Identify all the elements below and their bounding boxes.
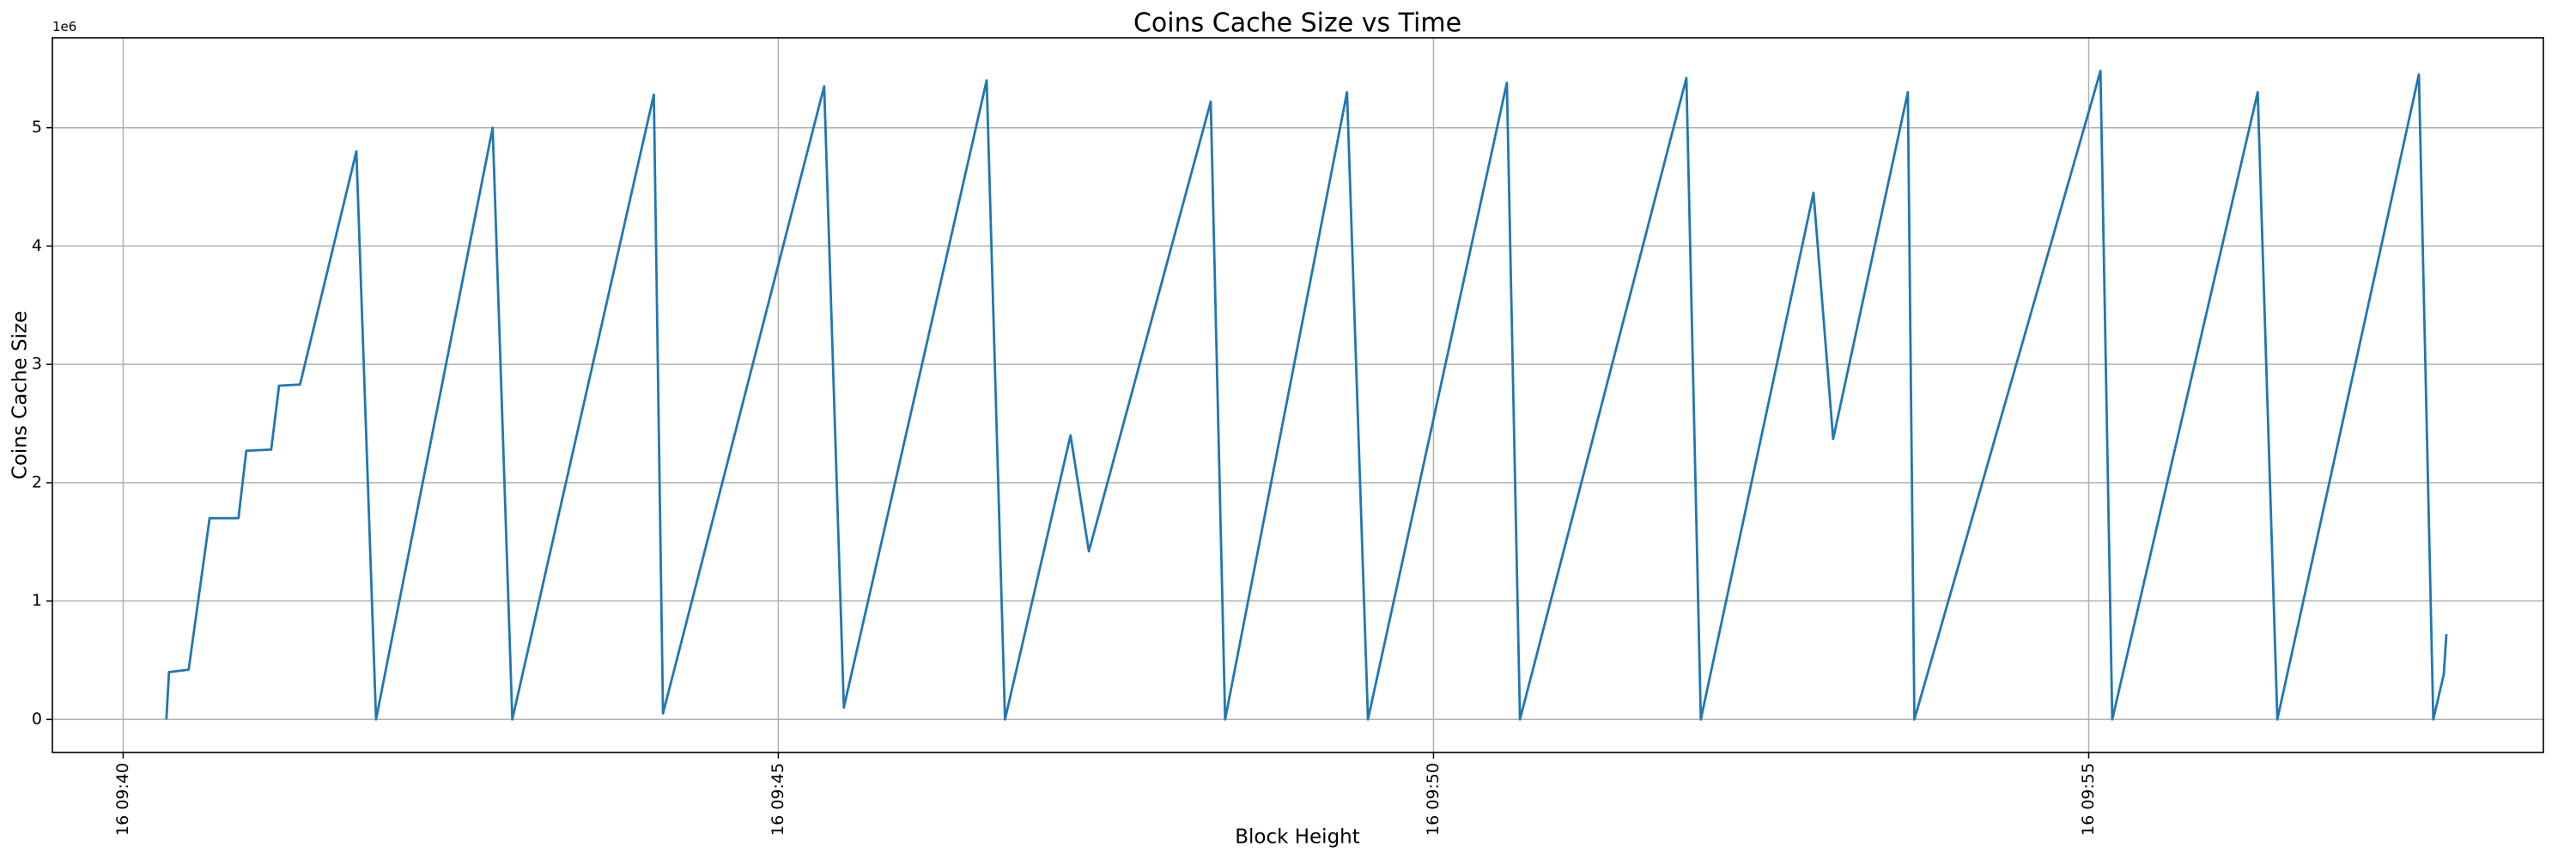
y-tick-label: 2 — [32, 472, 42, 491]
y-tick-label: 5 — [32, 118, 42, 137]
x-tick-label: 16 09:55 — [2079, 763, 2098, 836]
y-tick-label: 4 — [32, 236, 42, 255]
x-tick-label: 16 09:50 — [1424, 763, 1443, 836]
y-tick-label: 3 — [32, 355, 42, 374]
y-tick-label: 1 — [32, 591, 42, 610]
y-axis-label: Coins Cache Size — [9, 311, 32, 479]
x-tick-label: 16 09:45 — [769, 763, 787, 836]
y-offset-label: 1e6 — [52, 19, 76, 34]
x-axis-label: Block Height — [1235, 826, 1360, 849]
data-line — [165, 70, 2448, 721]
x-tick-label: 16 09:40 — [113, 763, 132, 836]
chart-title: Coins Cache Size vs Time — [1133, 9, 1461, 39]
y-tick-label: 0 — [32, 710, 42, 728]
plot-frame — [52, 37, 2544, 753]
